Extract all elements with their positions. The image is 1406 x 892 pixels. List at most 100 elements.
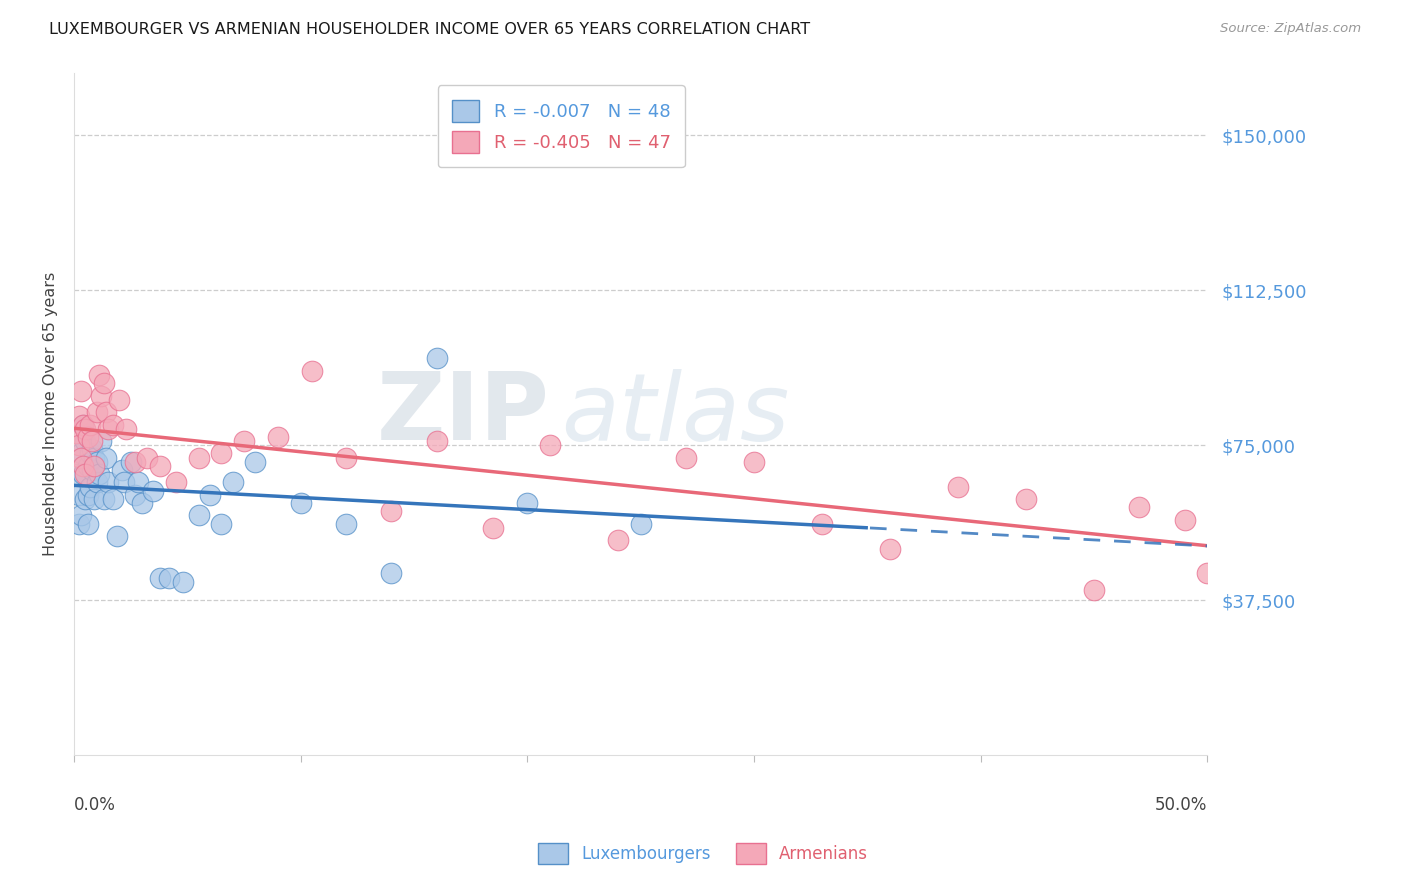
Y-axis label: Householder Income Over 65 years: Householder Income Over 65 years bbox=[44, 272, 58, 557]
Point bbox=[946, 479, 969, 493]
Point bbox=[86, 455, 108, 469]
Point bbox=[97, 422, 120, 436]
Point bbox=[245, 455, 267, 469]
Point bbox=[335, 450, 357, 465]
Point bbox=[380, 504, 402, 518]
Point bbox=[879, 541, 901, 556]
Point bbox=[112, 475, 135, 490]
Point bbox=[90, 388, 112, 402]
Point bbox=[72, 417, 94, 432]
Point bbox=[187, 508, 209, 523]
Point bbox=[267, 430, 290, 444]
Point bbox=[149, 570, 172, 584]
Point bbox=[65, 425, 87, 440]
Point bbox=[172, 574, 194, 589]
Point bbox=[187, 450, 209, 465]
Point bbox=[83, 450, 105, 465]
Point bbox=[607, 533, 630, 548]
Point bbox=[111, 463, 134, 477]
Point bbox=[335, 516, 357, 531]
Point bbox=[1015, 491, 1038, 506]
Point bbox=[675, 450, 697, 465]
Point bbox=[538, 438, 561, 452]
Point bbox=[124, 455, 146, 469]
Point bbox=[93, 376, 115, 391]
Point bbox=[97, 475, 120, 490]
Text: Source: ZipAtlas.com: Source: ZipAtlas.com bbox=[1220, 22, 1361, 36]
Text: ZIP: ZIP bbox=[377, 368, 550, 460]
Text: LUXEMBOURGER VS ARMENIAN HOUSEHOLDER INCOME OVER 65 YEARS CORRELATION CHART: LUXEMBOURGER VS ARMENIAN HOUSEHOLDER INC… bbox=[49, 22, 810, 37]
Point bbox=[120, 455, 142, 469]
Point bbox=[82, 442, 104, 457]
Point bbox=[630, 516, 652, 531]
Point bbox=[72, 458, 94, 473]
Point bbox=[79, 479, 101, 493]
Point bbox=[76, 516, 98, 531]
Point bbox=[75, 422, 97, 436]
Point bbox=[209, 446, 232, 460]
Point bbox=[135, 450, 157, 465]
Point bbox=[70, 450, 93, 465]
Point bbox=[115, 422, 138, 436]
Point bbox=[83, 491, 105, 506]
Point bbox=[76, 430, 98, 444]
Point bbox=[209, 516, 232, 531]
Point bbox=[82, 463, 104, 477]
Point bbox=[157, 570, 180, 584]
Point bbox=[124, 488, 146, 502]
Point bbox=[67, 409, 90, 424]
Point bbox=[79, 417, 101, 432]
Point bbox=[142, 483, 165, 498]
Point bbox=[70, 508, 93, 523]
Point bbox=[72, 467, 94, 482]
Point bbox=[127, 475, 149, 490]
Point bbox=[83, 458, 105, 473]
Point bbox=[76, 458, 98, 473]
Point bbox=[290, 496, 312, 510]
Point bbox=[1083, 582, 1105, 597]
Point bbox=[811, 516, 834, 531]
Point bbox=[101, 491, 124, 506]
Point bbox=[86, 405, 108, 419]
Legend: Luxembourgers, Armenians: Luxembourgers, Armenians bbox=[531, 837, 875, 871]
Point bbox=[105, 529, 128, 543]
Point bbox=[67, 438, 90, 452]
Point bbox=[482, 521, 505, 535]
Point bbox=[165, 475, 187, 490]
Text: 0.0%: 0.0% bbox=[75, 797, 115, 814]
Point bbox=[90, 434, 112, 448]
Point bbox=[65, 467, 87, 482]
Point bbox=[516, 496, 538, 510]
Point bbox=[93, 491, 115, 506]
Point bbox=[72, 417, 94, 432]
Point bbox=[301, 364, 323, 378]
Point bbox=[86, 475, 108, 490]
Text: 50.0%: 50.0% bbox=[1154, 797, 1208, 814]
Point bbox=[82, 434, 104, 448]
Point bbox=[198, 488, 221, 502]
Point bbox=[426, 434, 449, 448]
Point bbox=[94, 405, 117, 419]
Point bbox=[131, 496, 153, 510]
Point bbox=[94, 450, 117, 465]
Legend: R = -0.007   N = 48, R = -0.405   N = 47: R = -0.007 N = 48, R = -0.405 N = 47 bbox=[437, 86, 685, 168]
Point bbox=[70, 446, 93, 460]
Point bbox=[101, 417, 124, 432]
Point bbox=[87, 467, 110, 482]
Point bbox=[75, 434, 97, 448]
Point bbox=[149, 458, 172, 473]
Point bbox=[222, 475, 245, 490]
Point bbox=[67, 516, 90, 531]
Point bbox=[1128, 500, 1150, 515]
Point bbox=[1197, 566, 1219, 581]
Point bbox=[75, 491, 97, 506]
Point bbox=[67, 488, 90, 502]
Point bbox=[380, 566, 402, 581]
Point bbox=[70, 384, 93, 399]
Point bbox=[742, 455, 765, 469]
Point bbox=[233, 434, 256, 448]
Point bbox=[1174, 513, 1197, 527]
Point bbox=[87, 368, 110, 382]
Point bbox=[426, 351, 449, 366]
Point bbox=[75, 467, 97, 482]
